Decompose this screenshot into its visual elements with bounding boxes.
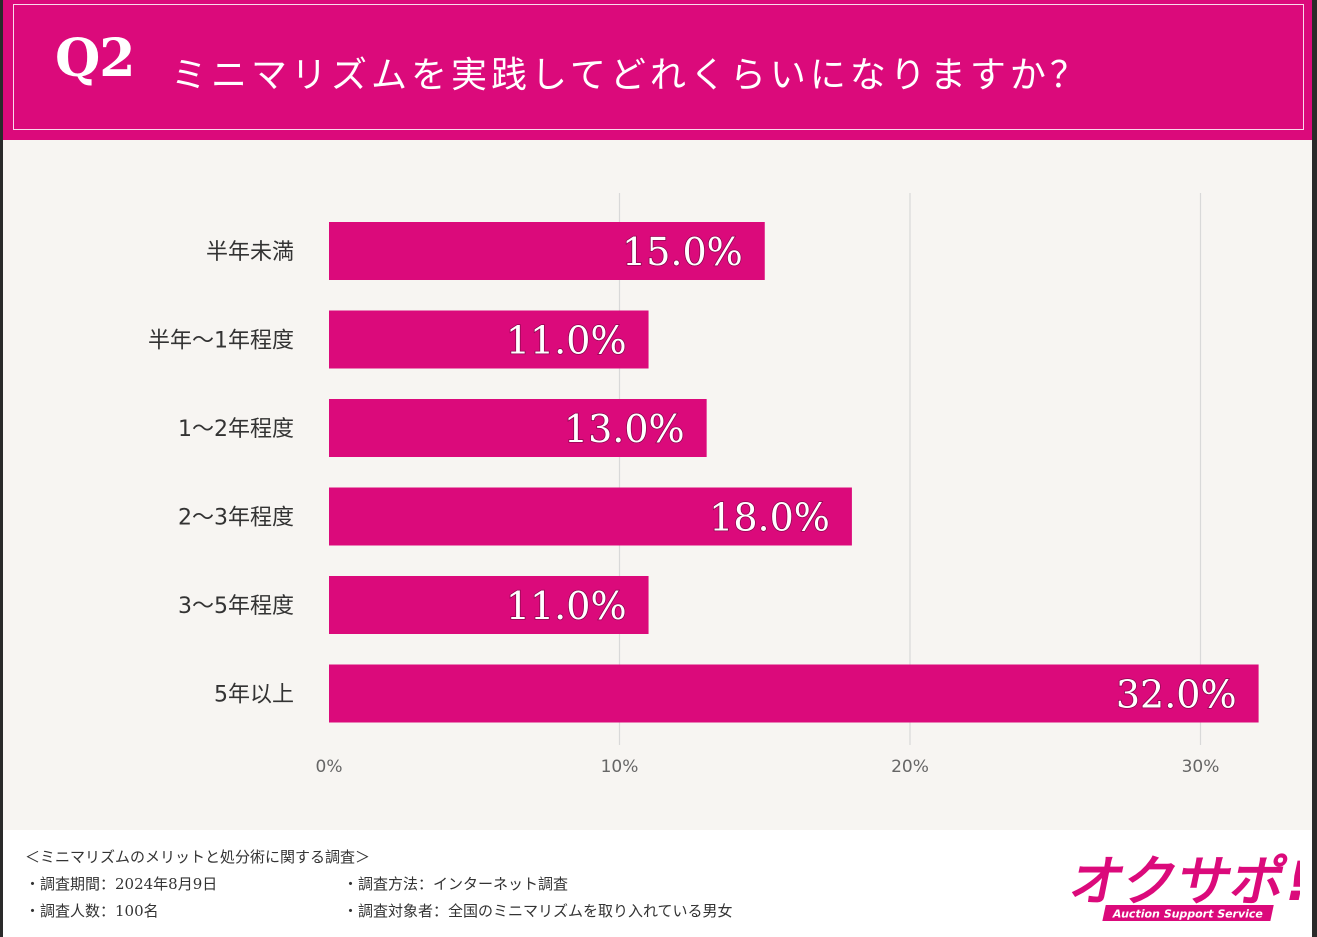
x-tick-label: 30% [1182,757,1220,777]
survey-target: ・調査対象者：全国のミニマリズムを取り入れている男女 [343,902,733,920]
okusapo-logo: オクサポ! Auction Support Service [1061,846,1300,921]
bar [329,664,1259,723]
x-tick-label: 20% [891,757,929,777]
question-title: ミニマリズムを実践してどれくらいになりますか？ [171,55,1090,96]
survey-title: ＜ミニマリズムのメリットと処分術に関する調査＞ [25,848,371,866]
survey-respondents: ・調査人数：100名 [25,902,159,920]
data-label: 15.0% [622,230,743,274]
x-tick-label: 0% [316,757,343,777]
data-label: 18.0% [709,496,830,540]
bar [329,222,765,280]
bar-chart: 0% 10% 20% 30% 半年未満 15.0% 半年〜1年程度 11.0% 1〜2年程度 13… [148,193,1259,777]
data-label: 32.0% [1116,673,1237,717]
category-label: 5年以上 [214,683,294,708]
category-label: 3〜5年程度 [178,594,294,619]
question-header: Q2 ミニマリズムを実践してどれくらいになりますか？ [3,0,1312,140]
bar [329,399,707,457]
bar [329,576,649,634]
logo-text: オクサポ! [1064,850,1300,913]
category-label: 半年未満 [206,240,294,265]
page-frame [3,0,1312,937]
data-label: 13.0% [564,407,685,451]
bar [329,487,852,546]
survey-period: ・調査期間：2024年8月9日 [25,875,218,893]
survey-method: ・調査方法：インターネット調査 [343,875,569,893]
data-label: 11.0% [506,584,627,628]
data-label: 11.0% [506,319,627,363]
bar [329,310,649,369]
survey-footer: ＜ミニマリズムのメリットと処分術に関する調査＞ ・調査期間：2024年8月9日 … [3,830,1312,937]
logo-subtext: Auction Support Service [1111,908,1264,921]
logo-banner [1102,905,1274,921]
x-tick-label: 10% [601,757,639,777]
category-label: 半年〜1年程度 [148,329,294,354]
question-number: Q2 [55,28,135,89]
category-label: 1〜2年程度 [178,417,294,442]
category-label: 2〜3年程度 [178,506,294,531]
header-border [13,4,1304,130]
